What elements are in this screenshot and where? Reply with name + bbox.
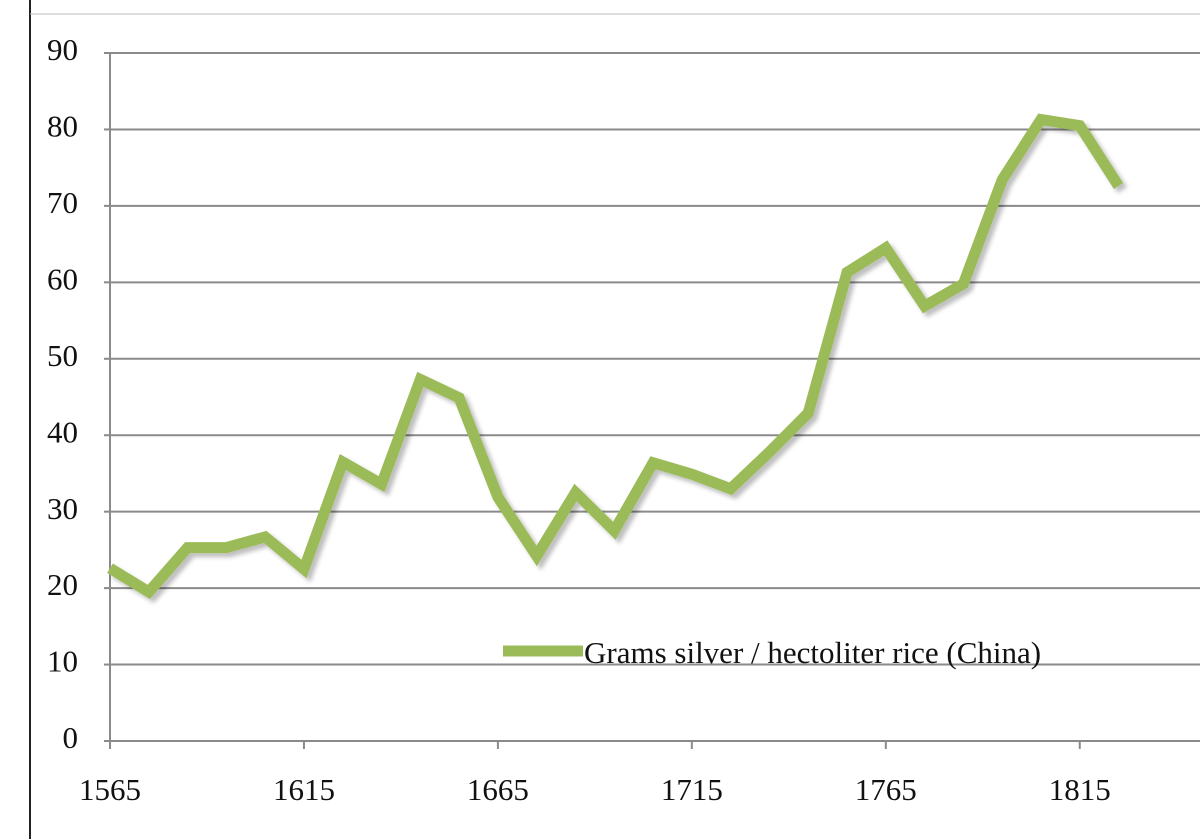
x-tick-label: 1765 (855, 772, 917, 807)
x-tick-label: 1665 (467, 772, 529, 807)
y-tick-label: 80 (47, 109, 78, 144)
y-tick-label: 20 (47, 567, 78, 602)
y-tick-label: 70 (47, 185, 78, 220)
x-tick-label: 1615 (273, 772, 335, 807)
y-tick-label: 0 (63, 720, 79, 755)
legend-label: Grams silver / hectoliter rice (China) (584, 635, 1042, 670)
y-tick-label: 40 (47, 414, 78, 449)
y-tick-label: 50 (47, 338, 78, 373)
y-tick-label: 30 (47, 491, 78, 526)
y-tick-label: 90 (47, 32, 78, 67)
x-tick-label: 1565 (79, 772, 141, 807)
x-tick-label: 1715 (661, 772, 723, 807)
data-line (107, 113, 1124, 600)
y-tick-label: 60 (47, 261, 78, 296)
y-tick-label: 10 (47, 644, 78, 679)
x-tick-label: 1815 (1049, 772, 1111, 807)
